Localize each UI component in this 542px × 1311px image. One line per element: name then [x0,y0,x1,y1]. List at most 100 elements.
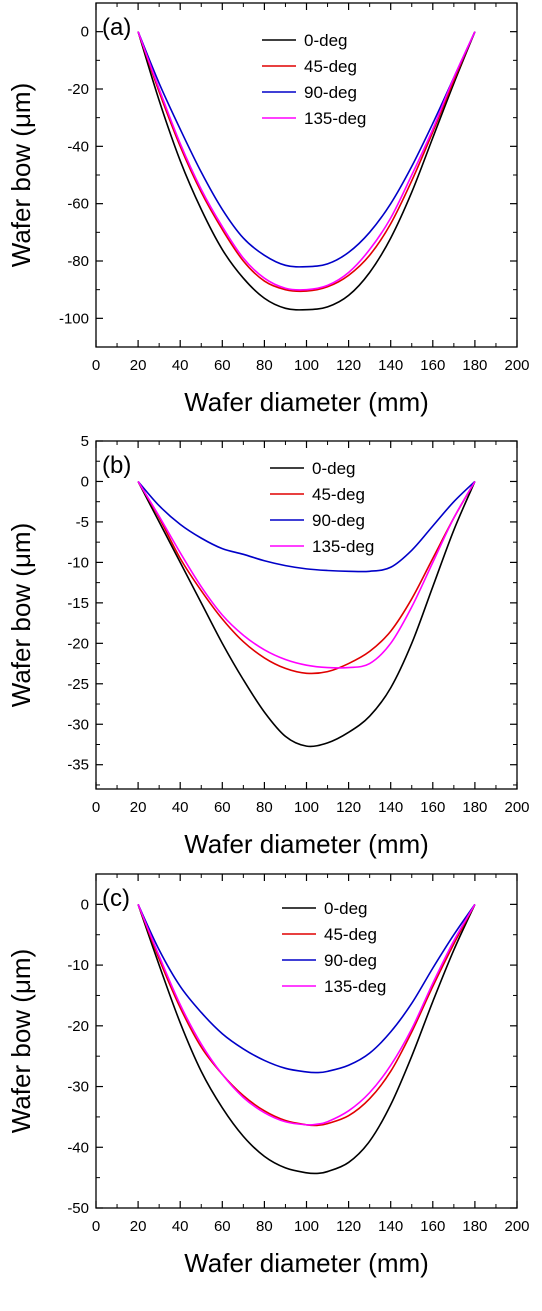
x-tick-label: 0 [92,799,100,816]
legend-label-135-deg: 135-deg [324,977,386,996]
x-tick-label: 40 [172,799,189,816]
x-axis-title: Wafer diameter (mm) [184,1248,429,1278]
chart-svg: 0 20 40 60 80 100 120 140 160 180 200 0 -10 -20 -30 -40… [6,873,530,1278]
x-tick-label: 200 [504,357,529,374]
chart-svg: 0 20 40 60 80 100 120 140 160 180 200 0 -20 -40 -60 -80… [6,2,530,417]
x-tick-label: 140 [378,1218,403,1235]
x-tick-label: 200 [504,799,529,816]
y-tick-label: -30 [67,716,89,733]
y-axis-title: Wafer bow (μm) [6,83,36,267]
y-tick-label: 0 [81,473,89,490]
panel-label: (c) [102,885,130,912]
x-axis-title: Wafer diameter (mm) [184,829,429,859]
x-tick-label: 100 [294,357,319,374]
y-tick-label: -20 [67,1018,89,1035]
legend-label-0-deg: 0-deg [312,459,355,478]
y-tick-label: -40 [67,138,89,155]
legend-label-135-deg: 135-deg [312,537,374,556]
plot-frame [95,873,518,1209]
x-tick-label: 160 [420,357,445,374]
x-tick-label: 60 [214,1218,231,1235]
x-axis-title: Wafer diameter (mm) [184,387,429,417]
y-tick-label: -100 [59,310,89,327]
legend: 0-deg 45-deg 90-deg 135-deg [262,31,366,128]
x-tick-label: 80 [256,1218,273,1235]
x-tick-label: 120 [336,799,361,816]
y-tick-label: -20 [67,81,89,98]
x-tick-label: 140 [378,357,403,374]
y-tick-label: -80 [67,253,89,270]
x-tick-label: 0 [92,1218,100,1235]
y-tick-label: -60 [67,196,89,213]
chart-panel-b: 0 20 40 60 80 100 120 140 160 180 200 5 0 -5 -10 -15 -20… [0,433,542,865]
x-tick-label: 80 [256,799,273,816]
legend-label-90-deg: 90-deg [304,83,357,102]
x-tick-label: 140 [378,799,403,816]
series-line-0-deg [137,31,476,311]
y-tick-label: -20 [67,635,89,652]
chart-panel-c: 0 20 40 60 80 100 120 140 160 180 200 0 -10 -20 -30 -40… [0,865,542,1306]
chart-panel-a: 0 20 40 60 80 100 120 140 160 180 200 0 -20 -40 -60 -80… [0,0,542,435]
x-tick-label: 20 [130,357,147,374]
y-tick-label: 0 [81,24,89,41]
y-tick-label: 0 [81,896,89,913]
y-tick-label: -10 [67,957,89,974]
y-axis-title: Wafer bow (μm) [6,523,36,707]
legend-label-45-deg: 45-deg [324,925,377,944]
panel-label: (b) [102,452,131,479]
legend-label-90-deg: 90-deg [324,951,377,970]
series-line-0-deg [137,904,476,1175]
legend-label-0-deg: 0-deg [304,31,347,50]
y-tick-label: -40 [67,1139,89,1156]
y-tick-label: -5 [76,514,89,531]
legend-label-135-deg: 135-deg [304,109,366,128]
x-tick-label: 80 [256,357,273,374]
x-tick-label: 60 [214,357,231,374]
series-line-45-deg [137,481,476,675]
x-tick-label: 40 [172,357,189,374]
y-axis-title: Wafer bow (μm) [6,949,36,1133]
x-tick-label: 0 [92,357,100,374]
series-line-90-deg [137,903,476,1074]
x-tick-label: 160 [420,799,445,816]
x-tick-label: 120 [336,357,361,374]
legend-label-90-deg: 90-deg [312,511,365,530]
x-tick-label: 100 [294,799,319,816]
y-tick-label: -25 [67,676,89,693]
x-tick-label: 180 [462,799,487,816]
x-tick-label: 60 [214,799,231,816]
y-tick-label: -30 [67,1079,89,1096]
y-tick-label: -35 [67,757,89,774]
series-line-45-deg [137,31,476,293]
legend: 0-deg 45-deg 90-deg 135-deg [270,459,374,556]
plot-frame [95,2,518,348]
x-tick-label: 100 [294,1218,319,1235]
x-tick-label: 120 [336,1218,361,1235]
chart-svg: 0 20 40 60 80 100 120 140 160 180 200 5 0 -5 -10 -15 -20… [6,433,530,859]
series-line-90-deg [137,480,476,573]
plot-frame [95,440,518,790]
x-tick-label: 200 [504,1218,529,1235]
panel-label: (a) [102,14,131,41]
legend: 0-deg 45-deg 90-deg 135-deg [282,899,386,996]
series-line-135-deg [137,903,476,1126]
y-tick-label: 5 [81,433,89,450]
series-line-135-deg [137,31,476,291]
y-tick-label: -50 [67,1200,89,1217]
legend-label-0-deg: 0-deg [324,899,367,918]
series-line-90-deg [137,31,476,268]
series-line-45-deg [137,903,476,1127]
x-tick-label: 160 [420,1218,445,1235]
y-tick-label: -10 [67,554,89,571]
series-line-135-deg [137,481,476,669]
y-tick-label: -15 [67,595,89,612]
legend-label-45-deg: 45-deg [312,485,365,504]
x-tick-label: 180 [462,357,487,374]
legend-label-45-deg: 45-deg [304,57,357,76]
x-tick-label: 40 [172,1218,189,1235]
x-tick-label: 20 [130,1218,147,1235]
x-tick-label: 180 [462,1218,487,1235]
series-line-0-deg [137,481,476,748]
x-tick-label: 20 [130,799,147,816]
